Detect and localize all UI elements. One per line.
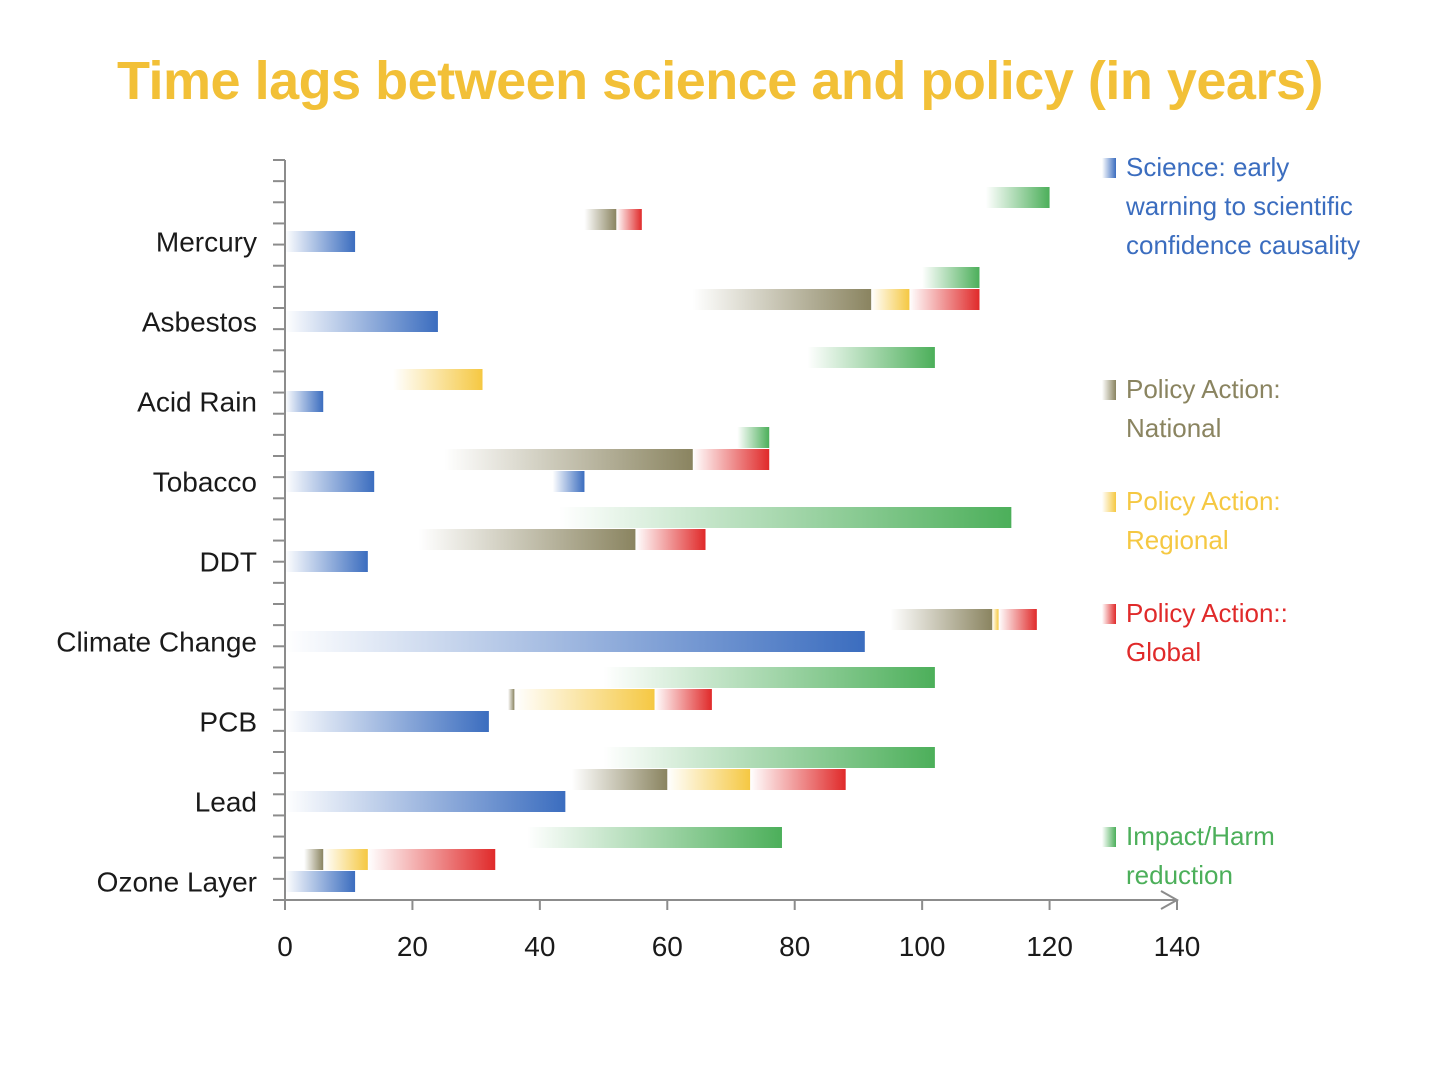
bar-regional-pcb — [514, 689, 655, 710]
chart-title: Time lags between science and policy (in… — [117, 51, 1323, 111]
legend-swatch-impact — [1102, 827, 1116, 847]
y-label-climate-change: Climate Change — [56, 627, 257, 658]
bar-global-lead — [750, 769, 846, 790]
bar-global-mercury — [616, 209, 642, 230]
legend-swatch-global — [1102, 604, 1116, 624]
bar-impact-lead — [603, 747, 935, 768]
legend: Science: early warning to scientific confi… — [1102, 152, 1360, 890]
bar-impact-pcb — [603, 667, 935, 688]
legend-label-regional: Regional — [1126, 525, 1229, 555]
x-tick-label: 60 — [652, 931, 683, 962]
bar-science-tobacco — [552, 471, 585, 492]
bar-science-acid-rain — [285, 391, 324, 412]
bar-science-climate-change — [285, 631, 865, 652]
bar-national-mercury — [584, 209, 617, 230]
y-label-tobacco: Tobacco — [153, 467, 257, 498]
legend-label-impact: reduction — [1126, 860, 1233, 890]
x-tick-label: 0 — [277, 931, 293, 962]
legend-label-impact: Impact/Harm — [1126, 821, 1275, 851]
bar-national-climate-change — [890, 609, 993, 630]
legend-label-science: Science: early — [1126, 152, 1289, 182]
bar-impact-asbestos — [922, 267, 980, 288]
legend-label-national: National — [1126, 413, 1221, 443]
legend-label-science: warning to scientific — [1125, 191, 1353, 221]
legend-swatch-national — [1102, 380, 1116, 400]
x-tick-label: 100 — [899, 931, 946, 962]
y-label-pcb: PCB — [199, 707, 257, 738]
legend-label-global: Policy Action:: — [1126, 598, 1288, 628]
x-tick-label: 20 — [397, 931, 428, 962]
x-tick-label: 140 — [1154, 931, 1201, 962]
x-axis-ticks: 0 20 40 60 80 100 120 140 — [277, 900, 1200, 962]
y-axis-labels: Mercury Asbestos Acid Rain Tobacco DDT Climat… — [56, 227, 257, 898]
bar-science-tobacco — [285, 471, 375, 492]
bar-impact-ddt — [558, 507, 1012, 528]
bar-impact-mercury — [985, 187, 1050, 208]
bar-regional-acid-rain — [393, 369, 483, 390]
bar-national-lead — [571, 769, 668, 790]
bar-regional-lead — [667, 769, 751, 790]
legend-label-global: Global — [1126, 637, 1201, 667]
bar-regional-ozone-layer — [323, 849, 368, 870]
legend-label-regional: Policy Action: — [1126, 486, 1281, 516]
bar-national-ozone-layer — [304, 849, 324, 870]
x-tick-label: 120 — [1026, 931, 1073, 962]
axes — [273, 159, 1180, 910]
bar-global-asbestos — [909, 289, 980, 310]
legend-label-national: Policy Action: — [1126, 374, 1281, 404]
y-label-asbestos: Asbestos — [142, 307, 257, 338]
bar-science-pcb — [285, 711, 489, 732]
x-tick-label: 40 — [524, 931, 555, 962]
bar-regional-climate-change — [992, 609, 999, 630]
bar-global-climate-change — [998, 609, 1037, 630]
bar-science-ddt — [285, 551, 368, 572]
bar-national-ddt — [418, 529, 636, 550]
bar-impact-tobacco — [737, 427, 770, 448]
bar-regional-asbestos — [871, 289, 910, 310]
y-label-acid-rain: Acid Rain — [137, 387, 257, 418]
bar-science-ozone-layer — [285, 871, 356, 892]
bar-global-ddt — [635, 529, 706, 550]
legend-label-science: confidence causality — [1126, 230, 1360, 260]
bar-global-tobacco — [692, 449, 770, 470]
bar-national-tobacco — [444, 449, 693, 470]
y-label-ddt: DDT — [199, 547, 257, 578]
bar-impact-acid-rain — [807, 347, 935, 368]
x-tick-label: 80 — [779, 931, 810, 962]
bars — [285, 187, 1050, 892]
bar-science-lead — [285, 791, 566, 812]
bar-science-mercury — [285, 231, 356, 252]
bar-global-pcb — [654, 689, 712, 710]
y-label-mercury: Mercury — [156, 227, 257, 258]
legend-swatch-regional — [1102, 492, 1116, 512]
legend-swatch-science — [1102, 158, 1116, 178]
y-label-lead: Lead — [195, 787, 257, 818]
bar-national-pcb — [508, 689, 515, 710]
bar-impact-ozone-layer — [527, 827, 782, 848]
bar-global-ozone-layer — [367, 849, 496, 870]
bar-national-asbestos — [692, 289, 872, 310]
y-label-ozone-layer: Ozone Layer — [97, 867, 257, 898]
bar-science-asbestos — [285, 311, 438, 332]
